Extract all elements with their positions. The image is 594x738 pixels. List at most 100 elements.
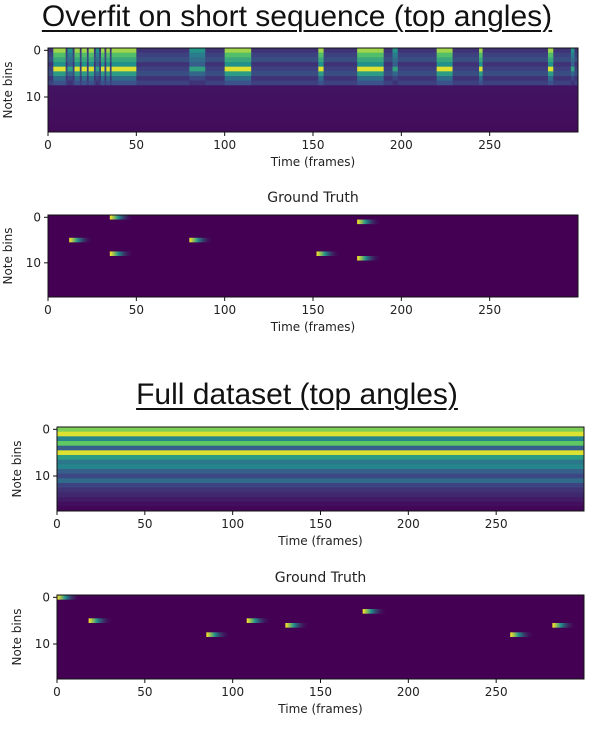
- x-tick-label: 250: [485, 685, 508, 699]
- heatmap-row-2: [57, 436, 584, 442]
- heatmap-cell: [479, 76, 483, 82]
- heatmap-cell: [547, 76, 554, 82]
- x-tick-label: 50: [137, 517, 152, 531]
- note-event: [362, 609, 387, 614]
- heatmap-cell: [224, 71, 252, 77]
- heatmap-row-14: [57, 492, 584, 498]
- heatmap-cell: [547, 66, 554, 72]
- heatmap-cell: [53, 71, 66, 77]
- heatmap-cell: [101, 62, 105, 68]
- heatmap-row-15: [48, 118, 578, 124]
- heatmap-cell: [53, 52, 66, 58]
- plot-title-ground-truth-1: Ground Truth: [267, 190, 359, 206]
- x-tick-label: 50: [129, 303, 144, 317]
- heatmap-cell: [224, 52, 252, 58]
- heatmap-cell: [106, 71, 110, 77]
- x-tick-label: 150: [302, 303, 325, 317]
- heatmap-row-1: [57, 431, 584, 437]
- heatmap-cell: [88, 71, 94, 77]
- heatmap-cell: [74, 62, 80, 68]
- heatmap-cell: [95, 71, 100, 77]
- heatmap-row-7: [48, 80, 578, 86]
- heatmap-cell: [318, 76, 324, 82]
- heatmap-cell: [392, 52, 398, 58]
- x-tick-label: 200: [390, 303, 413, 317]
- heatmap-cell: [318, 66, 324, 72]
- heatmap-cell: [111, 71, 137, 77]
- y-axis-label: Note bins: [10, 440, 24, 497]
- y-tick-label: 0: [42, 422, 50, 436]
- heatmap-cell: [189, 57, 206, 63]
- y-axis-label: Note bins: [10, 608, 24, 665]
- heatmap-cell: [95, 80, 100, 86]
- x-axis-label: Time (frames): [270, 320, 355, 334]
- note-event: [206, 632, 231, 637]
- heatmap-cell: [547, 62, 554, 68]
- heatmap-cell: [111, 52, 137, 58]
- note-event: [109, 251, 134, 256]
- note-event: [57, 595, 81, 600]
- heatmap-cell: [357, 52, 384, 58]
- heatmap-row-10: [48, 94, 578, 100]
- heatmap-cell: [318, 71, 324, 77]
- heatmap-cell: [111, 80, 137, 86]
- heatmap-row-4: [48, 66, 578, 72]
- heatmap-cell: [101, 71, 105, 77]
- heatmap-cell: [357, 66, 384, 72]
- y-axis-label: Note bins: [1, 61, 15, 118]
- heatmap-cell: [106, 57, 110, 63]
- heatmap-row-5: [48, 71, 578, 77]
- heatmap-cell: [74, 76, 80, 82]
- note-event: [316, 251, 341, 256]
- heatmap-cell: [95, 66, 100, 72]
- section-title-full-dataset: Full dataset (top angles): [136, 378, 458, 411]
- heatmap-cell: [74, 48, 80, 54]
- heatmap-cell: [547, 71, 554, 77]
- plot-title-ground-truth-2: Ground Truth: [274, 570, 367, 586]
- heatmap-cell: [436, 48, 453, 54]
- note-event: [510, 632, 535, 637]
- heatmap-cell: [570, 52, 575, 58]
- heatmap-row-11: [57, 478, 584, 484]
- heatmap-cell: [53, 48, 66, 54]
- heatmap-cell: [436, 57, 453, 63]
- heatmap-cell: [95, 57, 100, 63]
- x-tick-label: 100: [213, 303, 236, 317]
- heatmap-cell: [318, 48, 324, 54]
- heatmap-row-4: [57, 445, 584, 451]
- heatmap-cell: [570, 71, 575, 77]
- heatmap-cell: [224, 57, 252, 63]
- heatmap-cell: [570, 62, 575, 68]
- heatmap-row-0: [57, 427, 584, 433]
- heatmap-cell: [53, 76, 66, 82]
- heatmap-cell: [318, 52, 324, 58]
- heatmap-cell: [224, 66, 252, 72]
- heatmap-cell: [74, 57, 80, 63]
- x-tick-label: 150: [309, 517, 332, 531]
- heatmap-cell: [224, 76, 252, 82]
- heatmap-row-17: [48, 127, 578, 133]
- note-event: [552, 623, 577, 628]
- note-event: [246, 618, 271, 623]
- heatmap-cell: [392, 76, 398, 82]
- heatmap-row-13: [57, 487, 584, 493]
- heatmap-row-5: [57, 450, 584, 456]
- heatmap-cell: [479, 71, 483, 77]
- x-tick-label: 100: [213, 138, 236, 152]
- heatmap-row-16: [57, 501, 584, 507]
- heatmap-cell: [436, 62, 453, 68]
- heatmap-cell: [547, 80, 554, 86]
- x-tick-label: 100: [221, 685, 244, 699]
- heatmap-cell: [81, 48, 87, 54]
- heatmap-cell: [101, 80, 105, 86]
- y-tick-label: 10: [26, 90, 41, 104]
- heatmap-cell: [392, 80, 398, 86]
- heatmap-cell: [189, 52, 206, 58]
- heatmap-cell: [88, 48, 94, 54]
- heatmap-full-ground-truth: 0 50 100 150 200 250 0 10 Time (frames) Note bins: [10, 590, 585, 716]
- heatmap-cell: [81, 80, 87, 86]
- heatmap-overfit-prediction: 0 50 100 150 200 250 0 10 Time (frames) Note bins: [1, 43, 579, 169]
- heatmap-cell: [479, 66, 483, 72]
- note-event: [357, 219, 382, 225]
- heatmap-cell: [436, 76, 453, 82]
